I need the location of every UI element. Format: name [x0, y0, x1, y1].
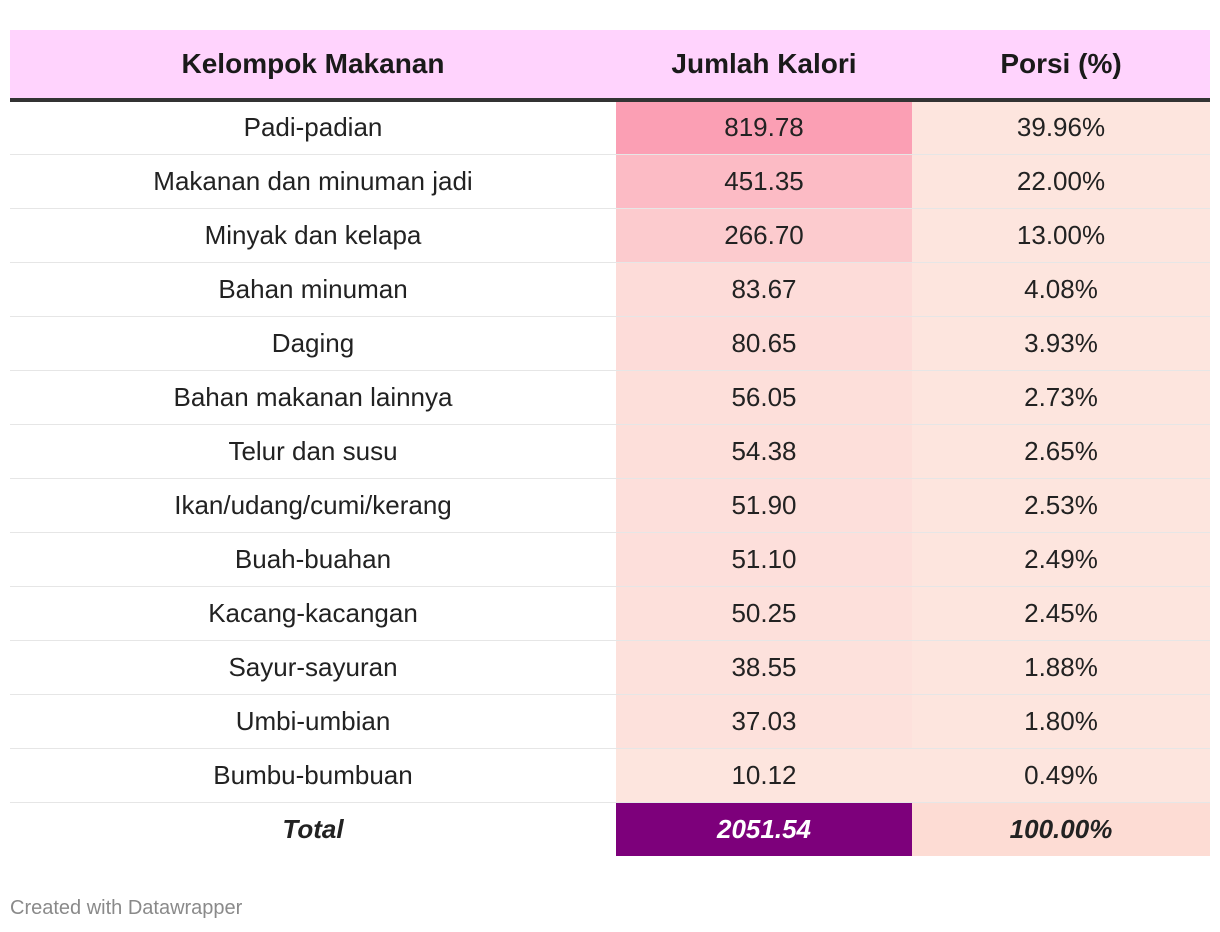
- cell-porsi: 4.08%: [912, 262, 1210, 317]
- cell-kalori: 37.03: [616, 694, 912, 749]
- table-row: Ikan/udang/cumi/kerang 51.90 2.53%: [10, 478, 1210, 533]
- cell-kelompok: Bumbu-bumbuan: [10, 748, 616, 803]
- cell-porsi: 39.96%: [912, 100, 1210, 155]
- table-row: Umbi-umbian 37.03 1.80%: [10, 694, 1210, 749]
- data-table-container: Kelompok Makanan Jumlah Kalori Porsi (%)…: [10, 30, 1210, 856]
- cell-kalori: 54.38: [616, 424, 912, 479]
- cell-kalori: 51.90: [616, 478, 912, 533]
- cell-kelompok: Ikan/udang/cumi/kerang: [10, 478, 616, 533]
- table-row: Telur dan susu 54.38 2.65%: [10, 424, 1210, 479]
- cell-kalori: 56.05: [616, 370, 912, 425]
- cell-kalori: 266.70: [616, 208, 912, 263]
- cell-kalori: 10.12: [616, 748, 912, 803]
- table-row: Kacang-kacangan 50.25 2.45%: [10, 586, 1210, 641]
- cell-kelompok: Buah-buahan: [10, 532, 616, 587]
- table-row: Bahan makanan lainnya 56.05 2.73%: [10, 370, 1210, 425]
- cell-kalori: 51.10: [616, 532, 912, 587]
- cell-porsi: 0.49%: [912, 748, 1210, 803]
- table-row: Makanan dan minuman jadi 451.35 22.00%: [10, 154, 1210, 209]
- cell-porsi: 1.80%: [912, 694, 1210, 749]
- cell-porsi: 2.45%: [912, 586, 1210, 641]
- cell-porsi: 2.65%: [912, 424, 1210, 479]
- table-row: Bumbu-bumbuan 10.12 0.49%: [10, 748, 1210, 803]
- total-kalori: 2051.54: [616, 802, 912, 856]
- cell-kalori: 451.35: [616, 154, 912, 209]
- table-row: Padi-padian 819.78 39.96%: [10, 100, 1210, 155]
- table-row: Minyak dan kelapa 266.70 13.00%: [10, 208, 1210, 263]
- header-kalori[interactable]: Jumlah Kalori: [616, 30, 912, 102]
- cell-porsi: 2.53%: [912, 478, 1210, 533]
- cell-kelompok: Makanan dan minuman jadi: [10, 154, 616, 209]
- table-row: Daging 80.65 3.93%: [10, 316, 1210, 371]
- cell-porsi: 1.88%: [912, 640, 1210, 695]
- cell-porsi: 22.00%: [912, 154, 1210, 209]
- cell-kalori: 819.78: [616, 100, 912, 155]
- cell-kalori: 80.65: [616, 316, 912, 371]
- cell-porsi: 13.00%: [912, 208, 1210, 263]
- cell-kelompok: Padi-padian: [10, 100, 616, 155]
- table-row: Buah-buahan 51.10 2.49%: [10, 532, 1210, 587]
- cell-kelompok: Minyak dan kelapa: [10, 208, 616, 263]
- cell-kelompok: Umbi-umbian: [10, 694, 616, 749]
- cell-porsi: 2.49%: [912, 532, 1210, 587]
- header-porsi[interactable]: Porsi (%): [912, 30, 1210, 102]
- total-porsi: 100.00%: [912, 802, 1210, 856]
- cell-kalori: 83.67: [616, 262, 912, 317]
- cell-porsi: 3.93%: [912, 316, 1210, 371]
- footer-credit: Created with Datawrapper: [10, 897, 243, 919]
- total-label: Total: [282, 813, 344, 844]
- table-row: Sayur-sayuran 38.55 1.88%: [10, 640, 1210, 695]
- cell-kelompok: Telur dan susu: [10, 424, 616, 479]
- header-kelompok[interactable]: Kelompok Makanan: [10, 30, 616, 102]
- cell-kelompok: Sayur-sayuran: [10, 640, 616, 695]
- cell-kalori: 38.55: [616, 640, 912, 695]
- table-row: Bahan minuman 83.67 4.08%: [10, 262, 1210, 317]
- cell-porsi: 2.73%: [912, 370, 1210, 425]
- calorie-table: Kelompok Makanan Jumlah Kalori Porsi (%)…: [10, 30, 1210, 856]
- cell-kelompok: Daging: [10, 316, 616, 371]
- cell-kelompok: Kacang-kacangan: [10, 586, 616, 641]
- cell-kalori: 50.25: [616, 586, 912, 641]
- table-row-total: Total 2051.54 100.00%: [10, 802, 1210, 856]
- cell-kelompok: Bahan makanan lainnya: [10, 370, 616, 425]
- table-header-row: Kelompok Makanan Jumlah Kalori Porsi (%): [10, 30, 1210, 102]
- cell-kelompok: Bahan minuman: [10, 262, 616, 317]
